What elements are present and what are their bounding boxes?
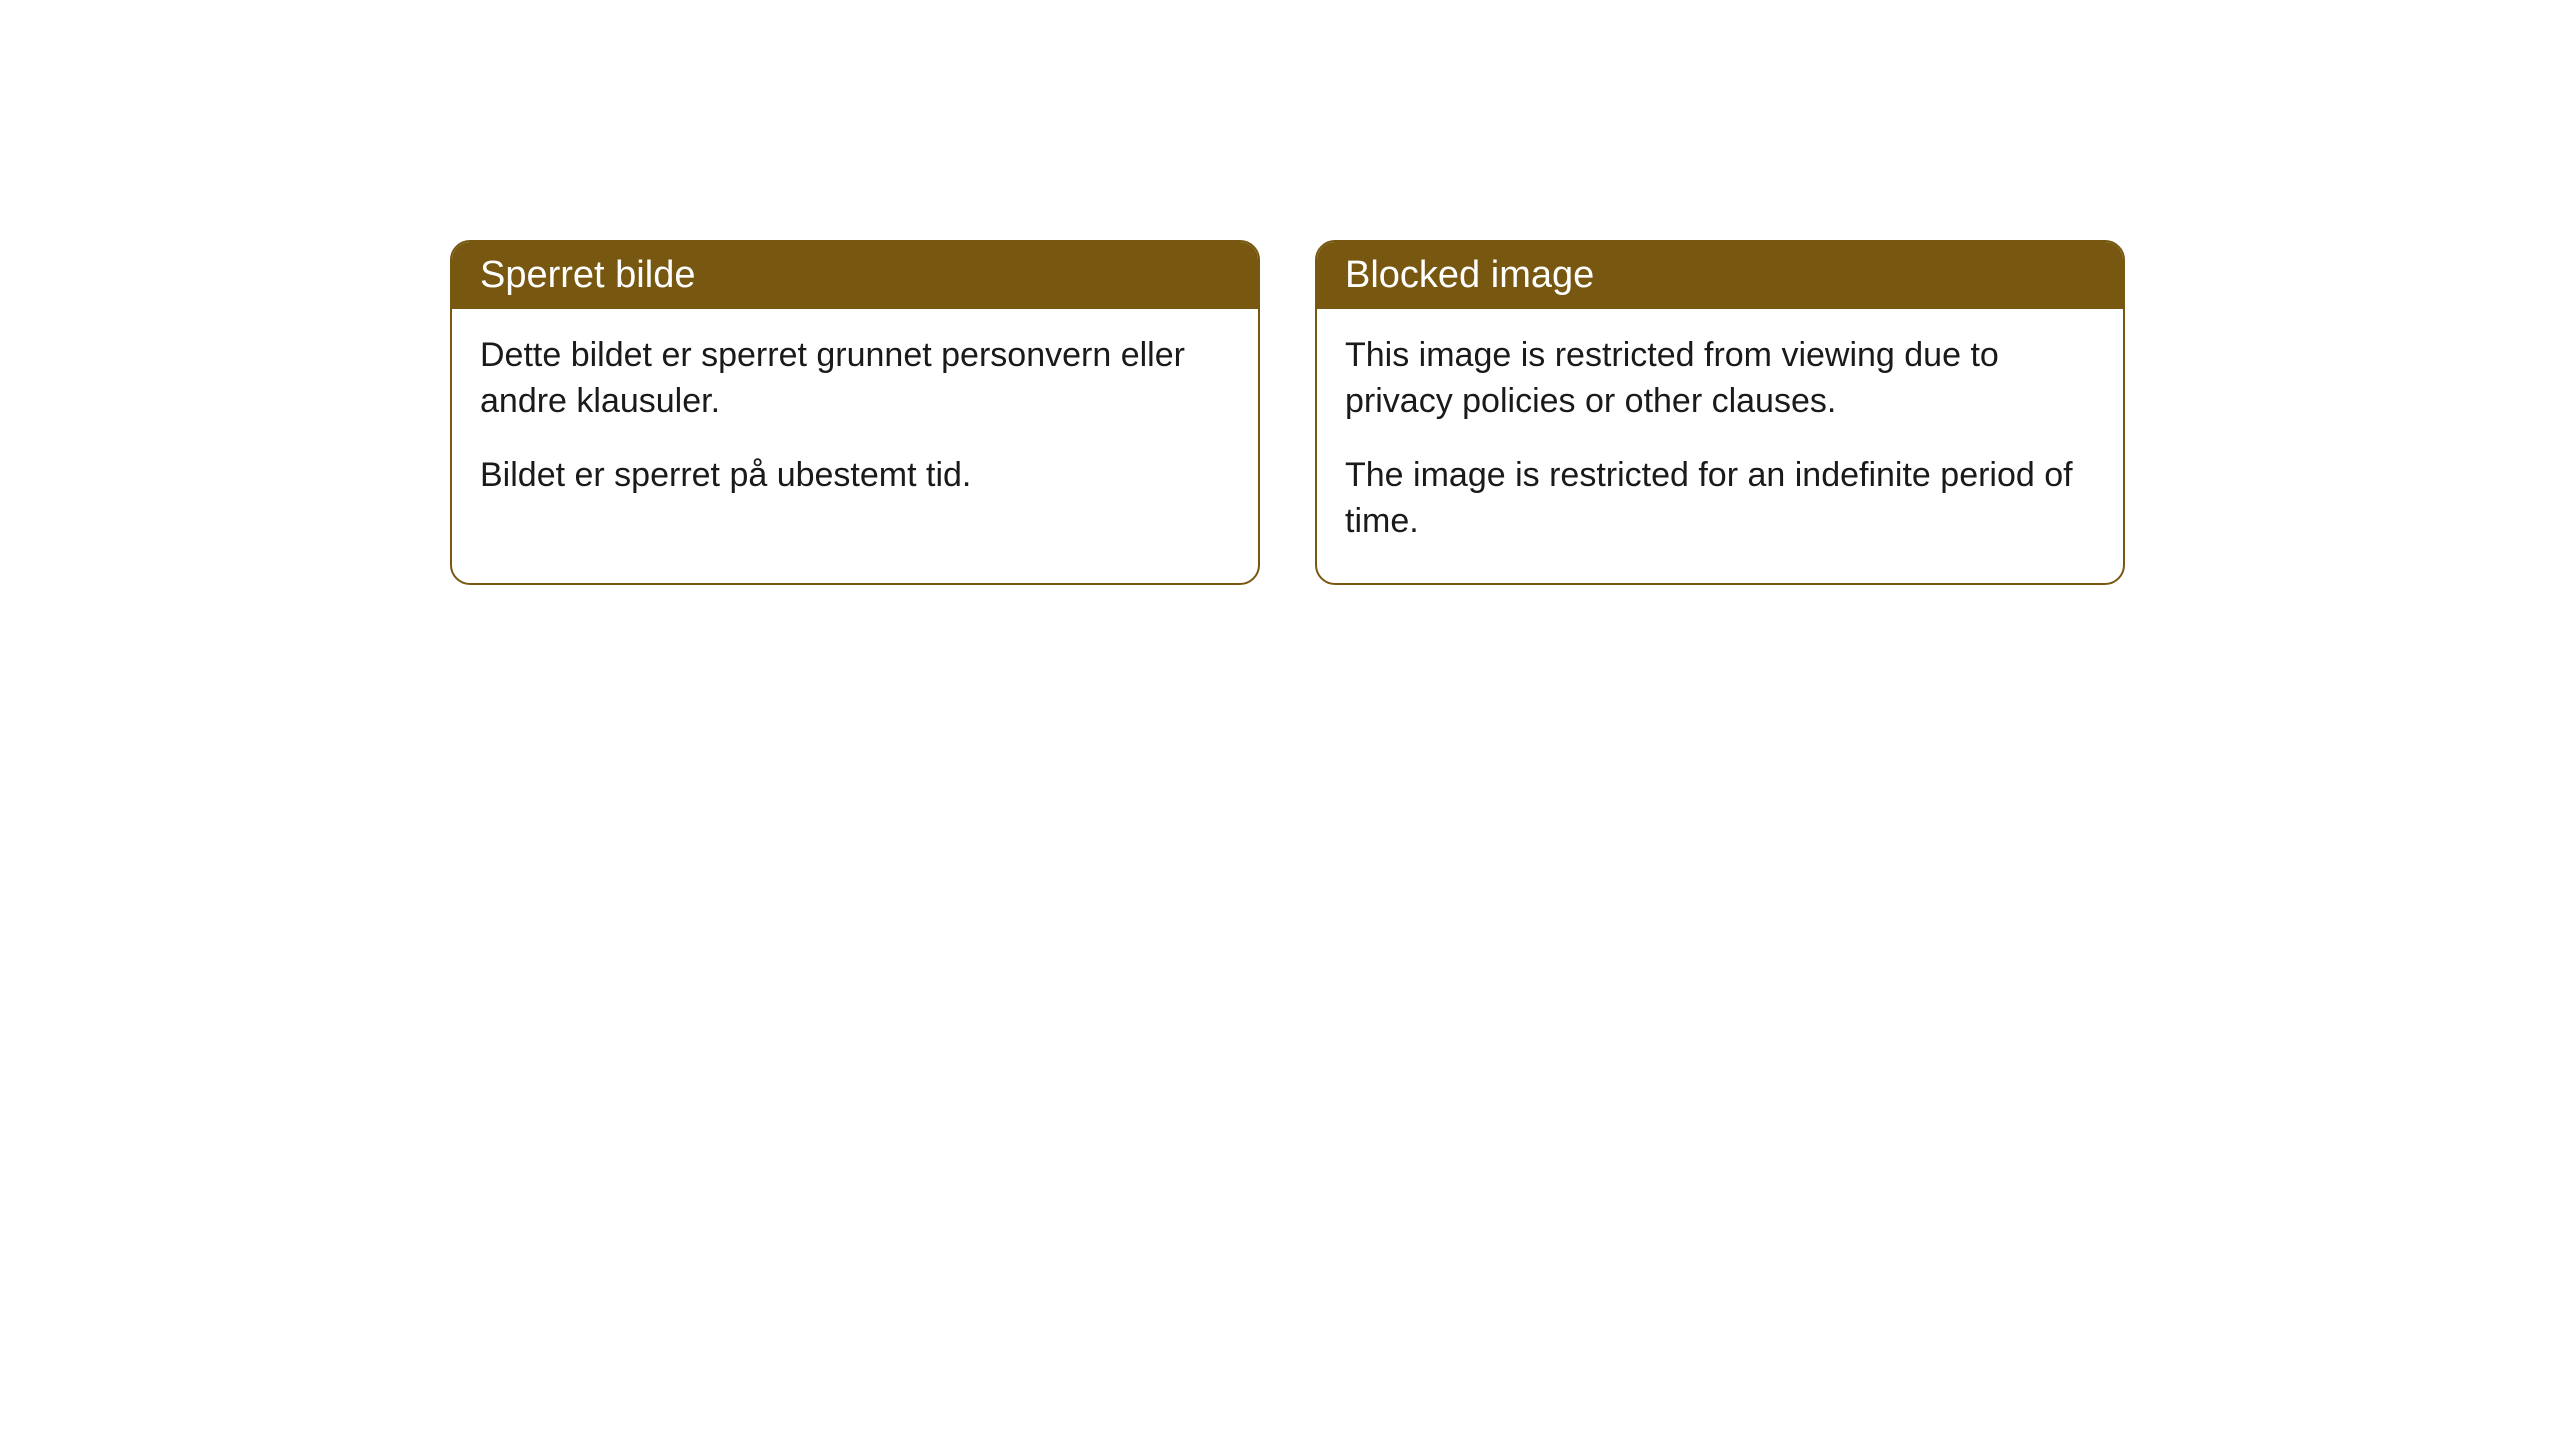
card-paragraph: Dette bildet er sperret grunnet personve… bbox=[480, 333, 1230, 425]
card-paragraph: The image is restricted for an indefinit… bbox=[1345, 453, 2095, 545]
card-title-english: Blocked image bbox=[1317, 242, 2123, 309]
notice-card-english: Blocked image This image is restricted f… bbox=[1315, 240, 2125, 585]
card-paragraph: Bildet er sperret på ubestemt tid. bbox=[480, 453, 1230, 499]
card-paragraph: This image is restricted from viewing du… bbox=[1345, 333, 2095, 425]
card-title-norwegian: Sperret bilde bbox=[452, 242, 1258, 309]
notice-cards-container: Sperret bilde Dette bildet er sperret gr… bbox=[450, 240, 2125, 585]
card-body-english: This image is restricted from viewing du… bbox=[1317, 309, 2123, 583]
card-body-norwegian: Dette bildet er sperret grunnet personve… bbox=[452, 309, 1258, 537]
notice-card-norwegian: Sperret bilde Dette bildet er sperret gr… bbox=[450, 240, 1260, 585]
